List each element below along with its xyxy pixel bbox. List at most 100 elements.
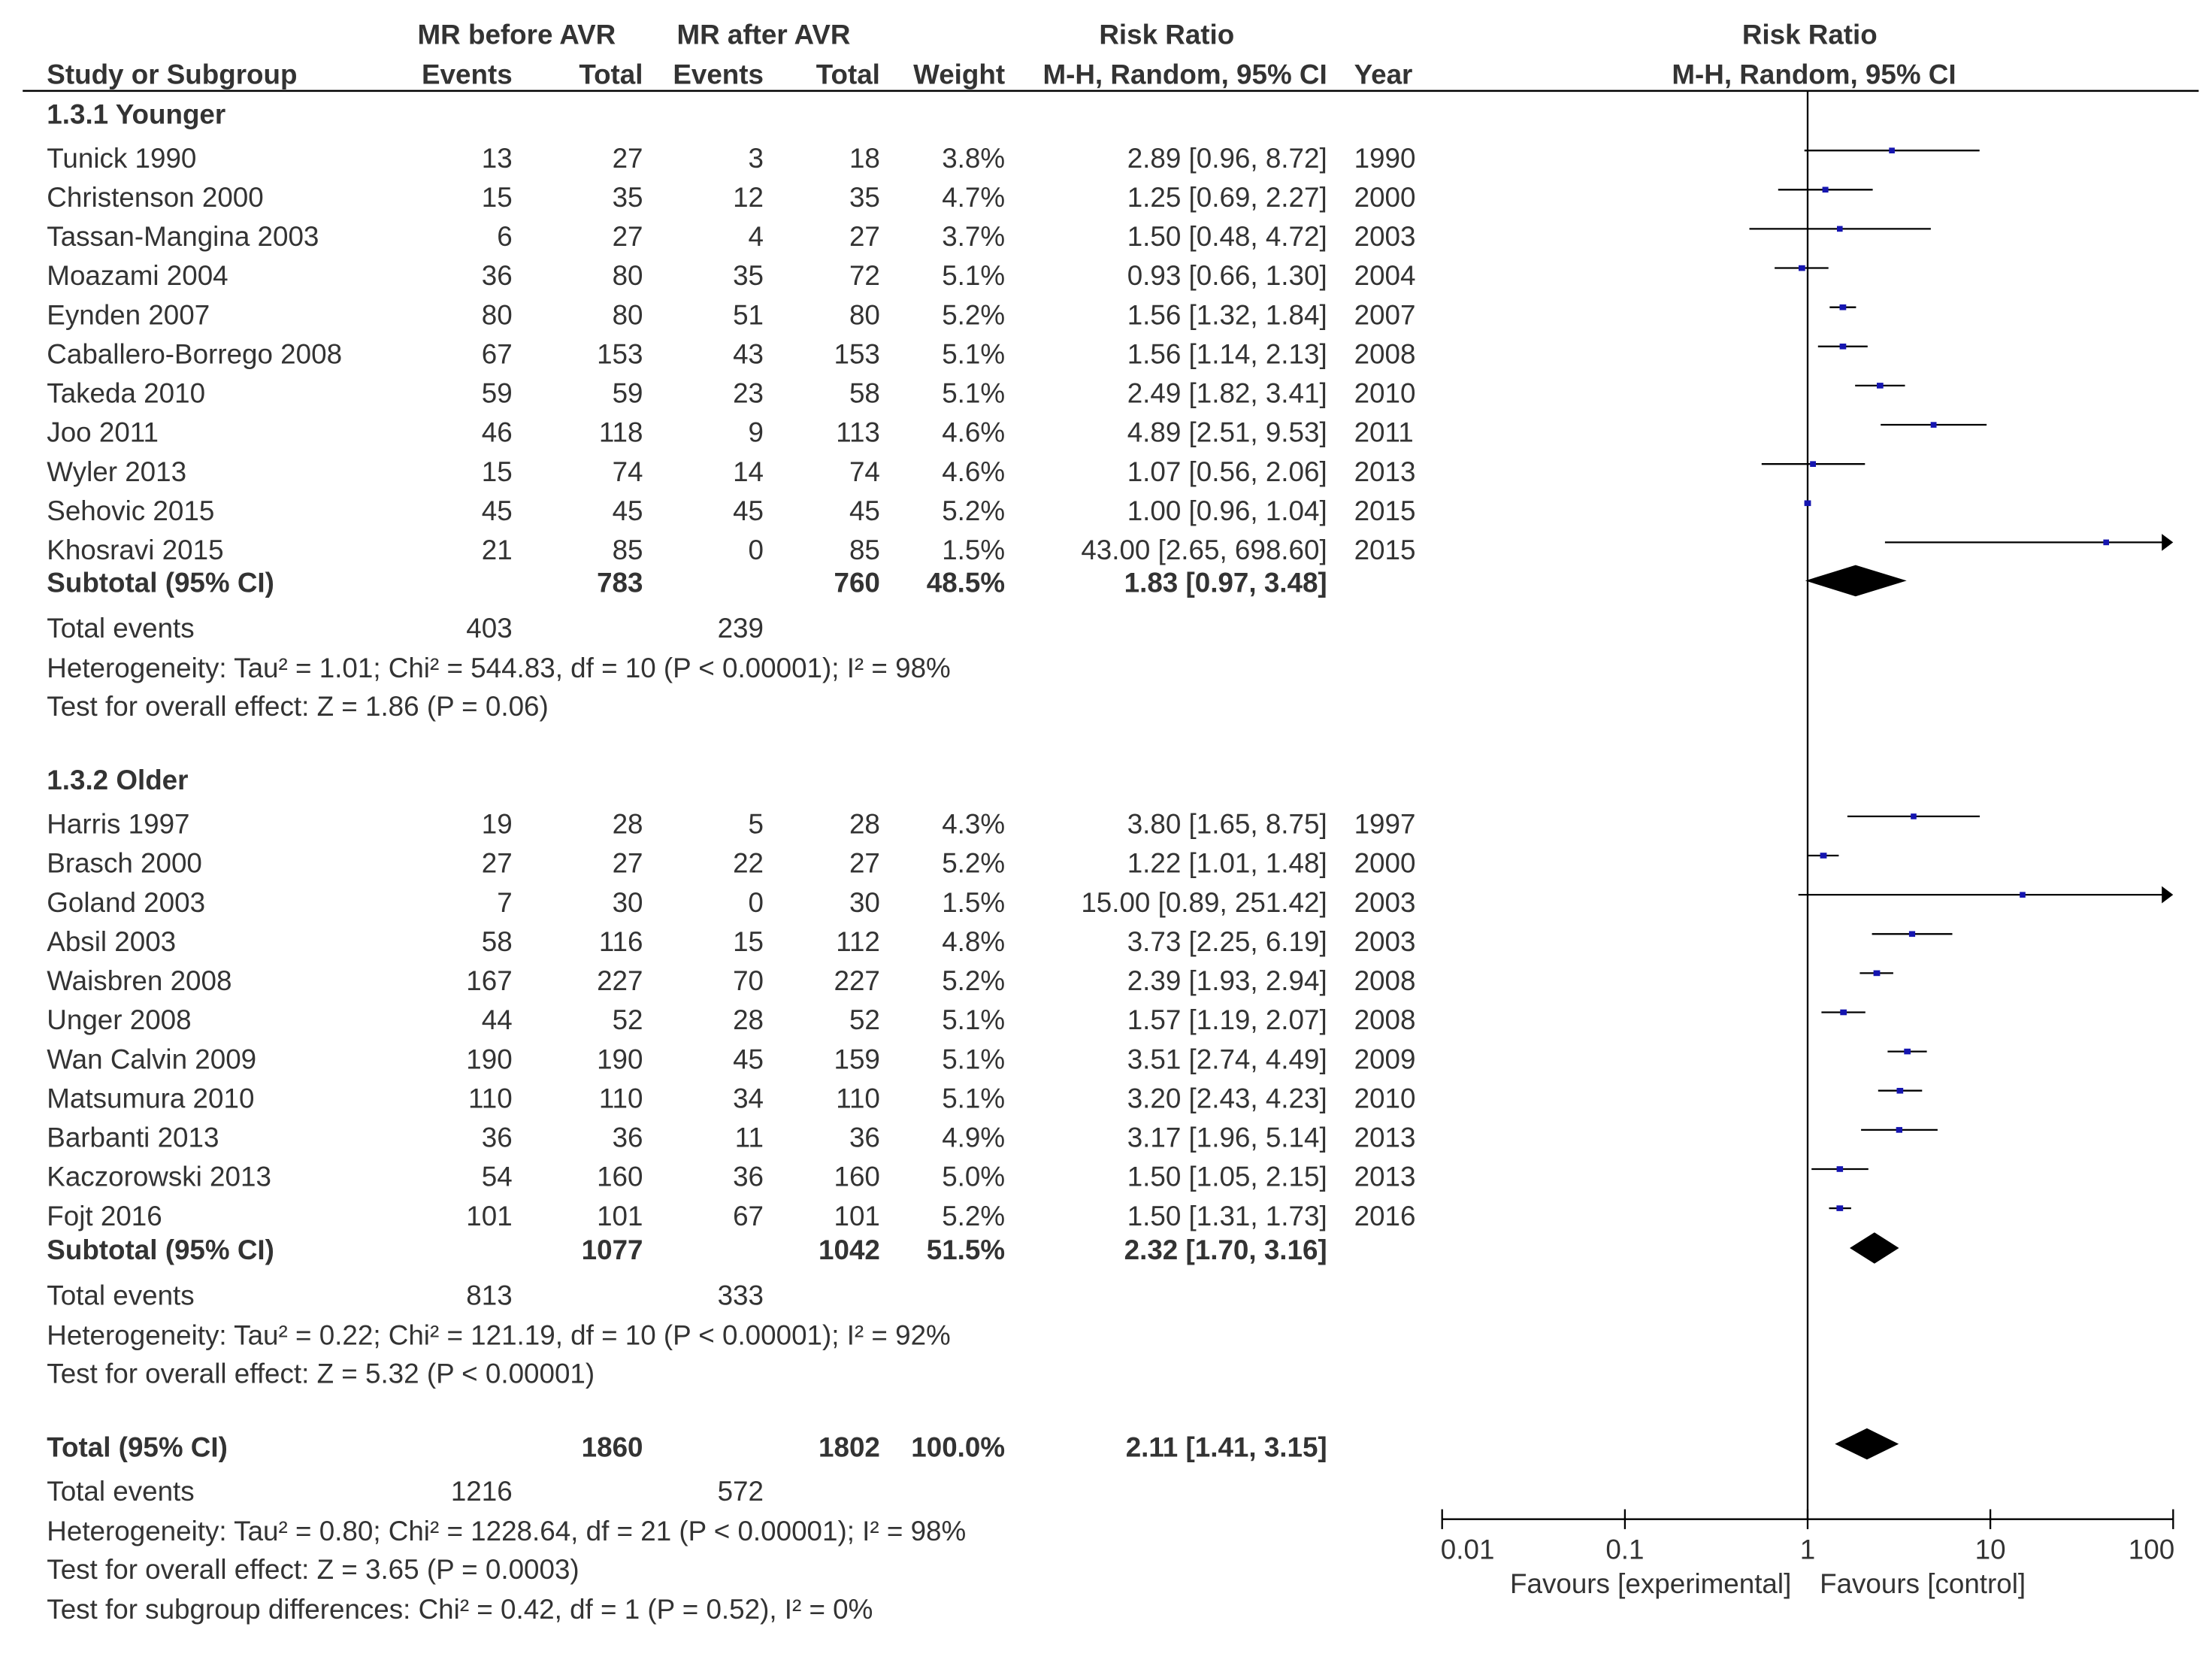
subgroup-2-study-1-year: 1997 [1354,809,1416,840]
subgroup-2-study-3-events-exp: 7 [497,887,512,918]
subgroup-1-study-1-point [1889,147,1895,153]
subgroup-2-study-7-total-exp: 190 [597,1044,643,1074]
header-weight: Weight [913,59,1005,89]
subgroup-2-study-6-weight: 5.1% [942,1004,1005,1035]
subgroup-1-study-5-events-exp: 80 [482,299,513,330]
subgroup-1-study-6-year: 2008 [1354,339,1416,370]
subgroup-2-study-3-name: Goland 2003 [47,887,205,918]
subgroup-1-study-7-ci: 2.49 [1.82, 3.41] [1127,378,1327,409]
subgroup-2-study-6-total-exp: 52 [613,1004,643,1035]
x-tick-label-5: 100 [2129,1534,2174,1565]
subgroup-2-study-3-events-ctl: 0 [749,887,764,918]
subgroup-2-study-11-year: 2016 [1354,1201,1416,1231]
subgroup-1-study-1-ci: 2.89 [0.96, 8.72] [1127,143,1327,174]
subgroup-1-study-7-year: 2010 [1354,378,1416,409]
subgroup-1-study-10-point [1804,500,1811,507]
x-tick-label-1: 0.01 [1441,1534,1495,1565]
favours-experimental-label: Favours [experimental] [1510,1568,1791,1599]
subgroup-1-subtotal-diamond [1805,565,1907,597]
subgroup-2-study-4-ci: 3.73 [2.25, 6.19] [1127,926,1327,957]
subgroup-2-study-9-total-ctl: 36 [849,1122,880,1153]
subgroup-1-study-9-events-exp: 15 [482,456,513,487]
subgroup-2-study-8-point [1896,1088,1904,1094]
subgroup-1-study-3-total-ctl: 27 [849,221,880,252]
subgroup-1-study-1-weight: 3.8% [942,143,1005,174]
overall-ci: 2.11 [1.41, 3.15] [1126,1432,1327,1463]
subgroup-1-study-6-events-ctl: 43 [733,339,764,370]
subgroup-1-study-5-events-ctl: 51 [733,299,764,330]
subgroup-2-study-9-events-exp: 36 [482,1122,513,1153]
overall-total-events-exp: 1216 [451,1476,513,1507]
subgroup-1-subtotal-ci: 1.83 [0.97, 3.48] [1124,568,1327,598]
subgroup-2-total-events-label: Total events [47,1280,194,1311]
subgroup-1-study-8-year: 2011 [1354,417,1414,448]
subgroup-1-study-8-ci: 4.89 [2.51, 9.53] [1127,417,1327,448]
subgroup-1-study-3-events-exp: 6 [497,221,512,252]
subgroup-1-study-9-ci: 1.07 [0.56, 2.06] [1127,456,1327,487]
subgroup-1-study-8-point [1930,422,1937,428]
subgroup-1-study-11-name: Khosravi 2015 [47,535,223,565]
subgroup-1-study-8-name: Joo 2011 [47,417,159,448]
subgroup-2-study-11-events-exp: 101 [466,1201,512,1231]
subgroup-1-study-3-total-exp: 27 [613,221,643,252]
subgroup-1-study-5-weight: 5.2% [942,299,1005,330]
subgroup-2-study-1-total-exp: 28 [613,809,643,840]
subgroup-1-study-7-total-ctl: 58 [849,378,880,409]
subgroup-1-study-4-point [1799,265,1805,271]
subgroup-1-study-2-point [1822,186,1829,193]
subgroup-1-study-8-events-ctl: 9 [749,417,764,448]
subgroup-2-study-7-events-ctl: 45 [733,1044,764,1074]
subgroup-1-study-8-total-exp: 118 [599,417,643,448]
subgroup-2-study-10-point [1836,1166,1844,1172]
subgroup-2-study-10-weight: 5.0% [942,1162,1005,1192]
subgroup-differences-test: Test for subgroup differences: Chi² = 0.… [47,1594,873,1625]
header-group-exp: MR before AVR [418,20,616,50]
x-tick-label-3: 1 [1800,1534,1815,1565]
subgroup-2-study-1-name: Harris 1997 [47,809,189,840]
subgroup-2-study-2-events-ctl: 22 [733,848,764,879]
subgroup-1-study-4-weight: 5.1% [942,260,1005,291]
header-group-ctl: MR after AVR [676,20,850,50]
subgroup-2-study-3-year: 2003 [1354,887,1416,918]
header-method: M-H, Random, 95% CI [1042,59,1327,89]
subgroup-1-study-10-ci: 1.00 [0.96, 1.04] [1127,495,1327,526]
subgroup-1-study-11-point [2103,539,2109,546]
subgroup-2-study-5-events-ctl: 70 [733,965,764,996]
subgroup-2-study-7-weight: 5.1% [942,1044,1005,1074]
subgroup-1-study-4-year: 2004 [1354,260,1416,291]
subgroup-1-study-7-events-exp: 59 [482,378,513,409]
header-plot-method: M-H, Random, 95% CI [1672,59,1956,89]
subgroup-2-subtotal-weight: 51.5% [927,1234,1005,1265]
subgroup-1-study-10-year: 2015 [1354,495,1416,526]
subgroup-1-study-9-year: 2013 [1354,456,1416,487]
subgroup-1-study-4-total-exp: 80 [613,260,643,291]
overall-weight: 100.0% [911,1432,1005,1463]
subgroup-2-study-9-ci: 3.17 [1.96, 5.14] [1127,1122,1327,1153]
subgroup-2-study-4-total-exp: 116 [599,926,643,957]
subgroup-2-label: 1.3.2 Older [47,765,188,795]
subgroup-1-study-11-arrow [2162,534,2174,551]
subgroup-1-heterogeneity: Heterogeneity: Tau² = 1.01; Chi² = 544.8… [47,653,950,683]
subgroup-1-study-11-events-ctl: 0 [749,535,764,565]
subgroup-2-subtotal-total-ctl: 1042 [819,1234,880,1265]
subgroup-2-study-2-total-ctl: 27 [849,848,880,879]
subgroup-2-subtotal-ci: 2.32 [1.70, 3.16] [1124,1234,1327,1265]
subgroup-2-study-9-name: Barbanti 2013 [47,1122,219,1153]
subgroup-2-study-11-total-ctl: 101 [834,1201,879,1231]
subgroup-1-study-3-name: Tassan-Mangina 2003 [47,221,319,252]
subgroup-1-study-1-total-exp: 27 [613,143,643,174]
subgroup-2-heterogeneity: Heterogeneity: Tau² = 0.22; Chi² = 121.1… [47,1319,950,1350]
subgroup-2-study-3-point [2020,892,2026,898]
subgroup-1-study-9-total-ctl: 74 [849,456,880,487]
subgroup-1-overall-effect: Test for overall effect: Z = 1.86 (P = 0… [47,691,548,722]
subgroup-2-study-5-name: Waisbren 2008 [47,965,231,996]
subgroup-2-study-8-events-ctl: 34 [733,1083,764,1113]
subgroup-1-study-1-events-ctl: 3 [749,143,764,174]
header-events-exp: Events [422,59,513,89]
subgroup-2-study-7-year: 2009 [1354,1044,1416,1074]
overall-total-exp: 1860 [582,1432,643,1463]
subgroup-1-study-11-year: 2015 [1354,535,1416,565]
subgroup-2-study-6-total-ctl: 52 [849,1004,880,1035]
subgroup-1-study-11-total-exp: 85 [613,535,643,565]
